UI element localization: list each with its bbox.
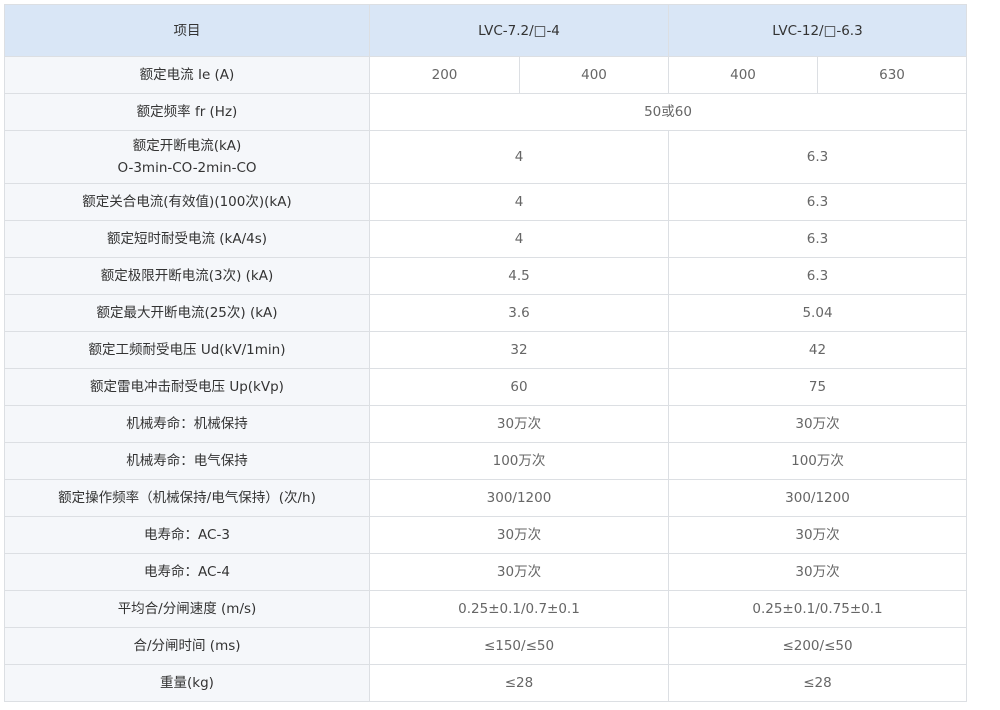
row-label: 额定频率 fr (Hz) [4,93,370,131]
table-row: 机械寿命：电气保持 100万次 100万次 [4,442,967,480]
header-row: 项目 LVC-7.2/□-4 LVC-12/□-6.3 [4,4,967,57]
cell-value-model-a: ≤150/≤50 [369,627,669,665]
table-row: 重量(kg) ≤28 ≤28 [4,664,967,702]
row-label-text: 机械寿命：电气保持 [126,453,248,469]
row-label-text: 电寿命：AC-4 [144,564,230,580]
table-row: 额定短时耐受电流 (kA/4s) 4 6.3 [4,220,967,258]
table-row: 额定雷电冲击耐受电压 Up(kVp) 60 75 [4,368,967,406]
spec-table: 项目 LVC-7.2/□-4 LVC-12/□-6.3 额定电流 Ie (A) … [4,4,967,702]
table-row: 额定极限开断电流(3次) (kA) 4.5 6.3 [4,257,967,295]
row-label-text: 额定雷电冲击耐受电压 Up(kVp) [90,379,284,395]
cell-value-model-b: 0.25±0.1/0.75±0.1 [668,590,967,628]
row-label-text: 合/分闸时间 (ms) [133,638,241,654]
row-label: 机械寿命：电气保持 [4,442,370,480]
row-label-text: 额定开断电流(kA) [132,138,242,154]
row-label: 机械寿命：机械保持 [4,405,370,443]
cell-value-model-b: 30万次 [668,553,967,591]
header-model-a: LVC-7.2/□-4 [369,4,669,57]
cell-value-model-b: 5.04 [668,294,967,332]
row-label-text: 重量(kg) [160,675,214,691]
table-row: 电寿命：AC-4 30万次 30万次 [4,553,967,591]
row-label: 电寿命：AC-4 [4,553,370,591]
row-label: 合/分闸时间 (ms) [4,627,370,665]
cell-value-model-b: 6.3 [668,220,967,258]
cell-value: 200 [369,56,520,94]
cell-value-model-a: 30万次 [369,405,669,443]
row-label: 额定关合电流(有效值)(100次)(kA) [4,183,370,221]
cell-value-model-a: 300/1200 [369,479,669,517]
cell-value-model-b: 300/1200 [668,479,967,517]
table-row: 额定频率 fr (Hz) 50或60 [4,93,967,131]
row-label: 额定工频耐受电压 Ud(kV/1min) [4,331,370,369]
header-model-b: LVC-12/□-6.3 [668,4,967,57]
row-label: 额定电流 Ie (A) [4,56,370,94]
cell-value: 400 [519,56,669,94]
cell-value-model-b: 75 [668,368,967,406]
cell-value-model-a: 4 [369,220,669,258]
cell-value-model-a: 4.5 [369,257,669,295]
row-label: 额定雷电冲击耐受电压 Up(kVp) [4,368,370,406]
cell-value-model-b: 6.3 [668,130,967,184]
cell-value-model-a: 30万次 [369,553,669,591]
cell-value-model-a: 4 [369,130,669,184]
cell-value-model-a: 3.6 [369,294,669,332]
row-label: 重量(kg) [4,664,370,702]
row-label-subtext: O-3min-CO-2min-CO [117,160,257,176]
row-label-text: 额定短时耐受电流 (kA/4s) [106,231,268,247]
cell-value-model-a: 60 [369,368,669,406]
row-label: 电寿命：AC-3 [4,516,370,554]
table-row: 额定电流 Ie (A) 200 400 400 630 [4,56,967,94]
row-label-text: 额定操作频率（机械保持/电气保持）(次/h) [58,490,316,506]
cell-value-model-a: 4 [369,183,669,221]
cell-value-model-a: 100万次 [369,442,669,480]
table-row: 额定最大开断电流(25次) (kA) 3.6 5.04 [4,294,967,332]
table-row: 电寿命：AC-3 30万次 30万次 [4,516,967,554]
cell-value-model-b: 6.3 [668,257,967,295]
row-label-text: 额定最大开断电流(25次) (kA) [96,305,278,321]
cell-value-model-a: 0.25±0.1/0.7±0.1 [369,590,669,628]
cell-value-model-b: ≤200/≤50 [668,627,967,665]
cell-value-model-b: 42 [668,331,967,369]
row-label-text: 电寿命：AC-3 [144,527,230,543]
table-row: 额定工频耐受电压 Ud(kV/1min) 32 42 [4,331,967,369]
cell-value-model-a: 32 [369,331,669,369]
row-label: 额定开断电流(kA) O-3min-CO-2min-CO [4,130,370,184]
cell-value-model-b: 30万次 [668,405,967,443]
cell-value: 630 [817,56,967,94]
table-row: 额定关合电流(有效值)(100次)(kA) 4 6.3 [4,183,967,221]
table-row: 合/分闸时间 (ms) ≤150/≤50 ≤200/≤50 [4,627,967,665]
row-label-text: 额定工频耐受电压 Ud(kV/1min) [88,342,286,358]
row-label-text: 机械寿命：机械保持 [126,416,248,432]
table-row: 额定操作频率（机械保持/电气保持）(次/h) 300/1200 300/1200 [4,479,967,517]
row-label: 额定极限开断电流(3次) (kA) [4,257,370,295]
cell-value: 50或60 [369,93,967,131]
cell-value-model-a: 30万次 [369,516,669,554]
cell-value: 400 [668,56,818,94]
cell-value-model-b: 30万次 [668,516,967,554]
table-row: 额定开断电流(kA) O-3min-CO-2min-CO 4 6.3 [4,130,967,184]
row-label-text: 额定关合电流(有效值)(100次)(kA) [82,194,292,210]
row-label: 额定操作频率（机械保持/电气保持）(次/h) [4,479,370,517]
table-row: 平均合/分闸速度 (m/s) 0.25±0.1/0.7±0.1 0.25±0.1/0… [4,590,967,628]
cell-value-model-a: ≤28 [369,664,669,702]
row-label: 额定最大开断电流(25次) (kA) [4,294,370,332]
table-row: 机械寿命：机械保持 30万次 30万次 [4,405,967,443]
cell-value-model-b: 100万次 [668,442,967,480]
row-label: 平均合/分闸速度 (m/s) [4,590,370,628]
header-item: 项目 [4,4,370,57]
row-label-text: 额定极限开断电流(3次) (kA) [100,268,274,284]
row-label-text: 平均合/分闸速度 (m/s) [117,601,257,617]
row-label: 额定短时耐受电流 (kA/4s) [4,220,370,258]
cell-value-model-b: 6.3 [668,183,967,221]
cell-value-model-b: ≤28 [668,664,967,702]
